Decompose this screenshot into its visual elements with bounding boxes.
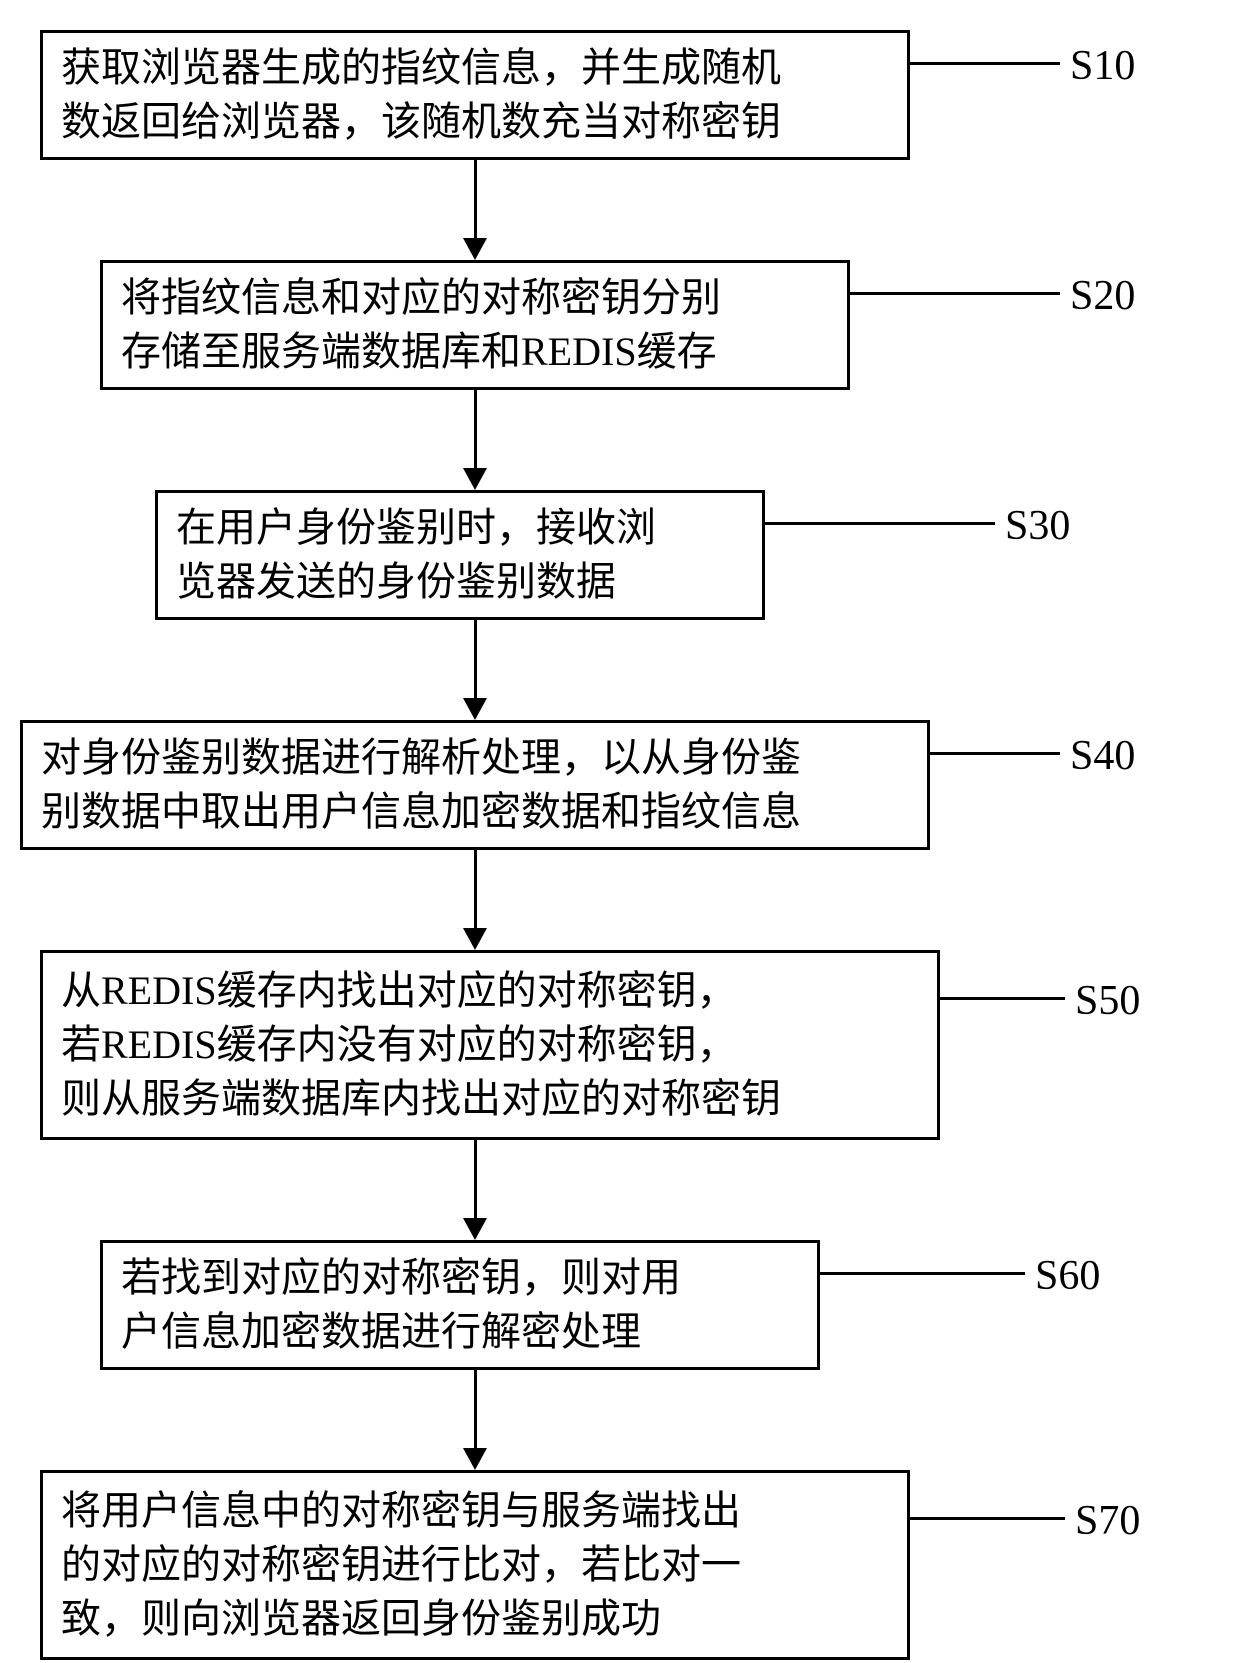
- flow-node-s10: 获取浏览器生成的指纹信息，并生成随机 数返回给浏览器，该随机数充当对称密钥: [40, 30, 910, 160]
- step-label-s10: S10: [1070, 42, 1135, 90]
- lead-line: [910, 62, 1060, 65]
- lead-line: [940, 997, 1065, 1000]
- lead-line: [910, 1517, 1065, 1520]
- flow-node-text: 获取浏览器生成的指纹信息，并生成随机 数返回给浏览器，该随机数充当对称密钥: [61, 41, 781, 149]
- step-label-s50: S50: [1075, 977, 1140, 1025]
- flow-node-text: 若找到对应的对称密钥，则对用 户信息加密数据进行解密处理: [121, 1251, 681, 1359]
- step-label-s60: S60: [1035, 1252, 1100, 1300]
- lead-line: [765, 522, 995, 525]
- flow-node-s30: 在用户身份鉴别时，接收浏 览器发送的身份鉴别数据: [155, 490, 765, 620]
- flow-arrow-head-icon: [463, 468, 487, 490]
- flow-arrow-line: [474, 390, 477, 468]
- flow-arrow-line: [474, 1140, 477, 1218]
- lead-line: [850, 292, 1060, 295]
- flow-node-text: 将用户信息中的对称密钥与服务端找出 的对应的对称密钥进行比对，若比对一 致，则向…: [61, 1484, 741, 1646]
- flow-node-s60: 若找到对应的对称密钥，则对用 户信息加密数据进行解密处理: [100, 1240, 820, 1370]
- flow-node-s50: 从REDIS缓存内找出对应的对称密钥， 若REDIS缓存内没有对应的对称密钥， …: [40, 950, 940, 1140]
- flow-node-s70: 将用户信息中的对称密钥与服务端找出 的对应的对称密钥进行比对，若比对一 致，则向…: [40, 1470, 910, 1660]
- flow-arrow-head-icon: [463, 1218, 487, 1240]
- flow-arrow-line: [474, 160, 477, 238]
- step-label-s40: S40: [1070, 732, 1135, 780]
- step-label-s20: S20: [1070, 272, 1135, 320]
- flow-arrow-head-icon: [463, 1448, 487, 1470]
- flow-node-s20: 将指纹信息和对应的对称密钥分别 存储至服务端数据库和REDIS缓存: [100, 260, 850, 390]
- flow-node-text: 在用户身份鉴别时，接收浏 览器发送的身份鉴别数据: [176, 501, 656, 609]
- lead-line: [820, 1272, 1025, 1275]
- flow-arrow-line: [474, 620, 477, 698]
- step-label-s70: S70: [1075, 1497, 1140, 1545]
- flow-node-s40: 对身份鉴别数据进行解析处理，以从身份鉴 别数据中取出用户信息加密数据和指纹信息: [20, 720, 930, 850]
- flow-node-text: 从REDIS缓存内找出对应的对称密钥， 若REDIS缓存内没有对应的对称密钥， …: [61, 964, 781, 1126]
- step-label-s30: S30: [1005, 502, 1070, 550]
- flow-arrow-head-icon: [463, 928, 487, 950]
- lead-line: [930, 752, 1060, 755]
- flow-node-text: 将指纹信息和对应的对称密钥分别 存储至服务端数据库和REDIS缓存: [121, 271, 721, 379]
- flow-arrow-line: [474, 1370, 477, 1448]
- flow-arrow-line: [474, 850, 477, 928]
- flow-arrow-head-icon: [463, 238, 487, 260]
- flow-arrow-head-icon: [463, 698, 487, 720]
- flow-node-text: 对身份鉴别数据进行解析处理，以从身份鉴 别数据中取出用户信息加密数据和指纹信息: [41, 731, 801, 839]
